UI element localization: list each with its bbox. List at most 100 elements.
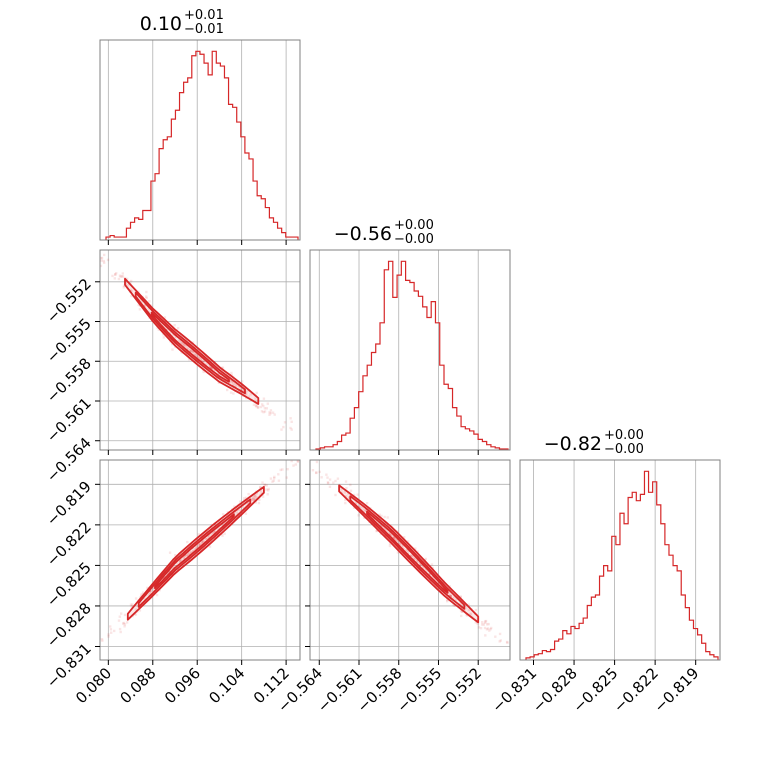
joint-p0-p1-sample: [183, 343, 186, 346]
joint-p0-p2-sample: [194, 548, 197, 551]
joint-p0-p2-sample: [252, 496, 255, 499]
joint-p1-p2-sample: [459, 609, 463, 612]
joint-p1-p2-sample: [387, 530, 390, 533]
joint-p0-p2-frame: [99, 459, 301, 661]
joint-p0-p1-sample: [255, 405, 258, 408]
joint-p0-p1-sample: [197, 355, 200, 358]
joint-p0-p2-sample: [196, 546, 200, 549]
joint-p0-p2-sample: [201, 542, 204, 545]
joint-p0-p1-sample: [138, 308, 142, 311]
joint-p0-p2-sample: [227, 518, 231, 521]
joint-p0-p1-sample: [261, 403, 264, 406]
joint-p1-p2-sample: [393, 537, 396, 540]
joint-p0-p1-sample: [212, 362, 215, 365]
joint-p1-p2-sample: [474, 621, 477, 624]
joint-p0-p1-sample: [226, 388, 229, 392]
joint-p0-p2-sample: [178, 558, 182, 562]
joint-p0-p2-sample: [107, 635, 110, 638]
joint-p0-p1-sample: [158, 315, 162, 318]
joint-p0-p2-sample: [214, 536, 217, 539]
joint-p0-p2-sample: [253, 494, 256, 497]
joint-p0-p2-sample: [255, 496, 258, 499]
joint-p0-p2-sample: [205, 538, 209, 541]
joint-p1-p2-sample: [415, 560, 419, 563]
joint-p0-p1-sample: [269, 409, 273, 412]
joint-p1-p2-sample: [424, 567, 427, 570]
joint-p0-p2-sample: [239, 500, 242, 503]
joint-p0-p1-sample: [117, 277, 121, 281]
joint-p0-p2-sample: [213, 531, 216, 534]
joint-p1-p2-sample: [344, 480, 348, 483]
joint-p1-p2-sample: [461, 610, 464, 613]
joint-p1-p2-sample: [484, 619, 488, 623]
joint-p0-p1-sample: [269, 412, 272, 415]
joint-p0-p1-sample: [199, 356, 202, 359]
joint-p0-p2-sample: [202, 539, 205, 542]
joint-p0-p2-sample: [273, 475, 276, 479]
joint-p0-p2-sample: [233, 511, 236, 514]
joint-p1-p2-sample: [357, 514, 360, 517]
joint-p1-p2-sample: [490, 626, 493, 630]
joint-p1-p2-sample: [347, 492, 350, 495]
joint-p0-p1-sample: [256, 406, 260, 409]
joint-p0-p1-sample: [210, 366, 213, 370]
joint-p0-p1-sample: [180, 342, 184, 345]
joint-p0-p1-contour-1: [134, 291, 246, 395]
joint-p0-p2-sample: [247, 502, 250, 505]
joint-p0-p1-sample: [163, 316, 167, 319]
joint-p0-p1-sample: [237, 384, 240, 387]
joint-p0-p2-sample: [189, 544, 192, 547]
joint-p1-p2-sample: [482, 623, 485, 626]
joint-p1-p2-sample: [424, 557, 427, 561]
joint-p0-p2-sample: [109, 625, 112, 628]
joint-p1-p2-sample: [506, 641, 509, 644]
joint-p0-p2-sample: [252, 499, 255, 502]
joint-p0-p2-sample: [226, 516, 230, 519]
joint-p0-p1-sample: [196, 355, 199, 358]
joint-p0-p2-sample: [255, 492, 258, 495]
joint-p0-p1-frame: [99, 249, 301, 451]
joint-p0-p1-sample: [127, 284, 130, 287]
joint-p0-p2-sample: [109, 628, 113, 631]
joint-p0-p2-sample: [296, 460, 300, 463]
joint-p0-p2-sample: [277, 473, 280, 476]
joint-p0-p2-sample: [171, 566, 175, 569]
joint-p0-p2-sample: [149, 589, 152, 593]
joint-p1-p2-sample: [459, 602, 463, 605]
title-lower-err-p1: −0.00: [394, 232, 434, 247]
joint-p0-p1-sample: [118, 274, 122, 277]
joint-p0-p1-sample: [229, 391, 233, 394]
joint-p0-p2-sample: [120, 612, 123, 615]
joint-p0-p2-sample: [244, 512, 248, 515]
joint-p0-p2-sample: [211, 531, 214, 534]
joint-p1-p2-sample: [364, 509, 367, 512]
joint-p0-p2-sample: [196, 540, 199, 544]
joint-p0-p1-sample: [232, 381, 235, 384]
joint-p0-p2-sample: [243, 497, 246, 500]
joint-p0-p2-sample: [186, 540, 189, 544]
joint-p0-p2-sample: [248, 501, 251, 504]
joint-p1-p2-sample: [425, 575, 428, 579]
joint-p0-p2-sample: [182, 560, 185, 564]
joint-p1-p2-sample: [320, 476, 323, 479]
joint-p1-p2-sample: [364, 508, 368, 511]
joint-p0-p1-sample: [231, 387, 235, 390]
joint-p0-p2-sample: [267, 487, 270, 491]
joint-p1-p2-sample: [398, 542, 402, 545]
joint-p0-p2-sample: [239, 509, 242, 512]
joint-p0-p1-sample: [204, 362, 208, 366]
joint-p0-p2-sample: [148, 590, 151, 593]
joint-p0-p2-sample: [123, 625, 126, 628]
joint-p1-p2-sample: [353, 506, 356, 509]
joint-p0-p1-sample: [145, 290, 148, 294]
joint-p0-p1-sample: [242, 390, 245, 393]
joint-p0-p1-sample: [137, 290, 140, 293]
joint-p0-p2-sample: [202, 540, 205, 543]
joint-p0-p1-sample: [168, 331, 172, 335]
joint-p0-p2-sample: [191, 550, 195, 553]
joint-p1-p2-sample: [394, 538, 397, 541]
joint-p0-p2-sample: [224, 521, 227, 524]
joint-p0-p2-sample: [273, 477, 276, 480]
joint-p1-p2-sample: [325, 473, 328, 476]
joint-p0-p1-sample: [208, 366, 212, 369]
